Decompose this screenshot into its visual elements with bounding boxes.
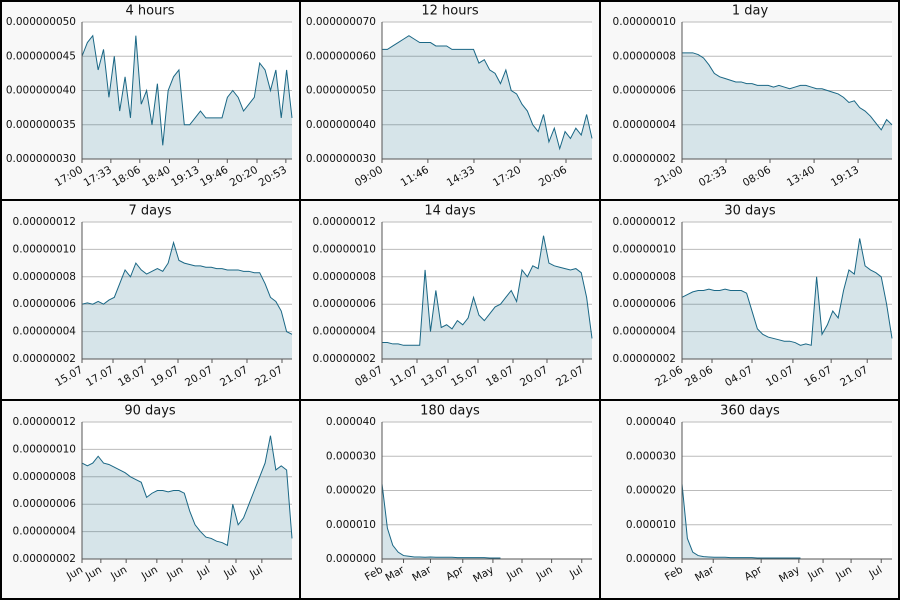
y-tick-label: 0.00000008: [313, 271, 376, 283]
area-fill: [682, 238, 892, 359]
y-tick-label: 0.00000002: [613, 353, 676, 365]
y-tick-label: 0.000020: [626, 485, 676, 497]
y-tick-label: 0.00000002: [313, 353, 376, 365]
price-line: [681, 238, 893, 346]
chart-title: 30 days: [724, 204, 776, 219]
y-tick-label: 0.000010: [326, 519, 376, 531]
price-line: [382, 235, 593, 346]
price-line: [81, 34, 293, 146]
y-tick-label: 0.000000: [626, 553, 676, 565]
chart-panel: 0.000000 0.000010 0.000020 0.000030 0.000040…: [626, 404, 892, 585]
price-line: [382, 35, 593, 151]
area-fill: [382, 483, 501, 559]
y-tick-label: 0.00000012: [613, 216, 676, 228]
y-tick-label: 0.000040: [326, 416, 376, 428]
y-tick-label: 0.000020: [326, 485, 376, 497]
y-tick-label: 0.00000004: [613, 326, 677, 338]
chart-title: 7 days: [128, 204, 171, 219]
price-line: [81, 435, 293, 547]
chart-panel: 0.00000002 0.00000004 0.00000006 0.00000008…: [613, 204, 893, 389]
y-tick-label: 0.00000006: [313, 298, 377, 310]
y-tick-label: 0.00000004: [13, 526, 77, 538]
y-tick-label: 0.00000010: [13, 443, 76, 455]
y-tick-label: 0.00000008: [13, 271, 76, 283]
chart-title: 1 day: [732, 4, 769, 19]
y-tick-label: 0.000000050: [6, 16, 76, 28]
x-tick-label: Jul: [194, 564, 212, 581]
price-line: [381, 483, 501, 559]
plot-area: [382, 222, 592, 359]
plot-area: [82, 422, 292, 559]
y-tick-label: 0.00000002: [13, 553, 76, 565]
y-tick-label: 0.000000060: [306, 50, 376, 62]
chart-title: 4 hours: [126, 4, 175, 19]
x-tick-label: Jul: [247, 564, 265, 581]
y-tick-label: 0.00000004: [313, 326, 377, 338]
y-tick-label: 0.000000035: [6, 119, 76, 131]
area-fill: [82, 435, 292, 559]
y-tick-label: 0.000030: [626, 450, 676, 462]
chart-title: 14 days: [424, 204, 476, 219]
price-line: [682, 52, 893, 131]
y-tick-label: 0.000010: [626, 519, 676, 531]
y-tick-label: 0.000040: [626, 416, 676, 428]
y-tick-label: 0.00000010: [613, 243, 676, 255]
chart-title: 12 hours: [421, 4, 478, 19]
y-tick-label: 0.000000045: [6, 50, 76, 62]
chart-panel: 0.00000002 0.00000004 0.00000006 0.00000008…: [13, 404, 293, 583]
y-tick-label: 0.000000070: [306, 16, 376, 28]
chart-title: 180 days: [420, 404, 480, 419]
area-fill: [82, 35, 292, 160]
y-tick-label: 0.00000002: [13, 353, 76, 365]
y-tick-label: 0.00000006: [613, 298, 677, 310]
y-tick-label: 0.00000012: [13, 416, 76, 428]
y-tick-label: 0.000000040: [306, 119, 376, 131]
x-tick-label: Jul: [866, 564, 884, 581]
y-tick-label: 0.00000004: [13, 326, 77, 338]
x-tick-label: Jul: [221, 564, 239, 581]
y-tick-label: 0.000000: [326, 553, 376, 565]
y-tick-label: 0.000000030: [306, 153, 376, 165]
y-tick-label: 0.00000008: [13, 471, 76, 483]
y-tick-label: 0.00000004: [613, 119, 677, 131]
y-tick-label: 0.000000040: [6, 85, 76, 97]
y-tick-label: 0.000030: [326, 450, 376, 462]
chart-title: 360 days: [720, 404, 780, 419]
area-fill: [82, 242, 292, 359]
area-fill: [382, 235, 592, 359]
area-fill: [682, 52, 892, 160]
y-tick-label: 0.000000050: [306, 85, 376, 97]
y-tick-label: 0.00000008: [613, 271, 676, 283]
y-tick-label: 0.00000012: [313, 216, 376, 228]
x-tick-label: Jul: [567, 564, 585, 581]
y-tick-label: 0.00000006: [13, 498, 77, 510]
y-tick-label: 0.00000002: [613, 153, 676, 165]
price-line: [681, 483, 801, 559]
chart-title: 90 days: [124, 404, 176, 419]
y-tick-label: 0.00000006: [613, 85, 677, 97]
y-tick-label: 0.00000010: [313, 243, 376, 255]
y-tick-label: 0.00000010: [13, 243, 76, 255]
price-line: [81, 240, 293, 335]
y-tick-label: 0.000000030: [6, 153, 76, 165]
chart-panel: 0.000000030 0.000000035 0.000000040 0.00000…: [6, 4, 293, 189]
y-tick-label: 0.00000006: [13, 298, 77, 310]
y-tick-label: 0.00000012: [13, 216, 76, 228]
y-tick-label: 0.00000010: [613, 16, 676, 28]
chart-panel: 0.00000002 0.00000004 0.00000006 0.00000008…: [13, 204, 293, 389]
y-tick-label: 0.00000008: [613, 50, 676, 62]
